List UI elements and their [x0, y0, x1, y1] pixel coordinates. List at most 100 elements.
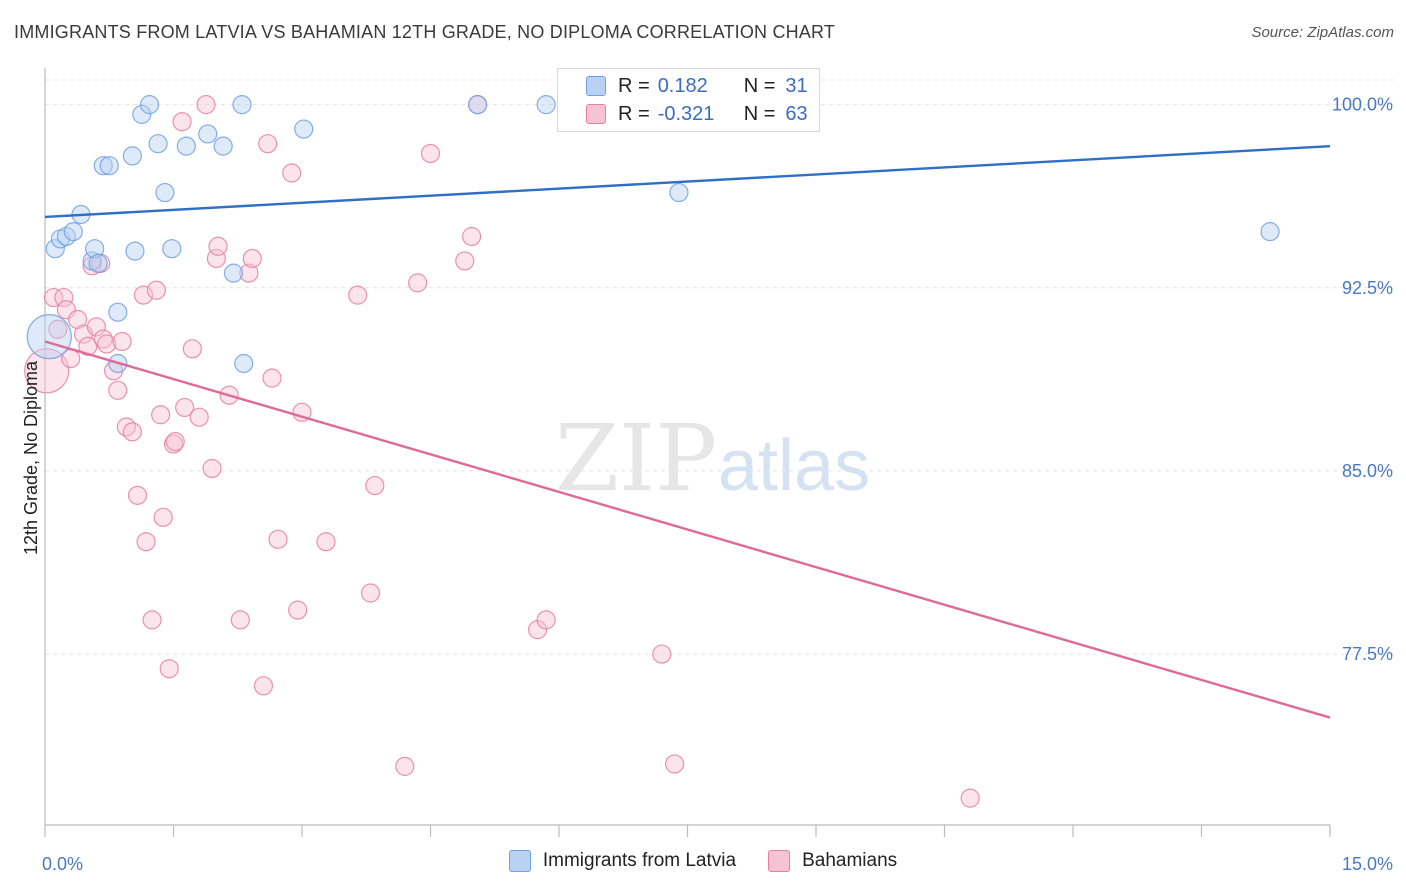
point-latvia [213, 136, 233, 156]
point-bahamians [258, 134, 278, 154]
legend-r-label: R = [618, 102, 650, 125]
point-latvia [294, 119, 314, 139]
y-tick-labels: 100.0% 92.5% 85.0% 77.5% [1332, 95, 1393, 664]
legend-r-value: 0.182 [657, 74, 708, 97]
point-bahamians [455, 251, 475, 271]
point-latvia [176, 136, 196, 156]
series-bahamians [24, 95, 980, 808]
point-latvia [99, 156, 119, 176]
point-bahamians [146, 280, 166, 300]
watermark-zip: ZIP [555, 405, 717, 512]
axes [44, 68, 1331, 837]
legend: R = 0.182 N = 31 R = -0.321 N = 63 [557, 68, 820, 132]
legend-item-bahamians[interactable]: Bahamians [768, 850, 897, 872]
point-latvia [232, 95, 252, 115]
point-bahamians [108, 380, 128, 400]
point-bahamians [536, 610, 556, 630]
point-bahamians [230, 610, 250, 630]
point-bahamians [202, 458, 222, 479]
point-latvia [45, 239, 65, 259]
point-bahamians [133, 285, 154, 305]
y-axis-title: 12th Grade, No Diploma [21, 360, 41, 555]
point-latvia [63, 222, 83, 242]
point-bahamians [196, 95, 216, 115]
y-tick-label: 77.5% [1342, 644, 1393, 664]
trend-line-bahamians [44, 340, 1331, 719]
legend-swatch-latvia [586, 76, 606, 96]
point-bahamians [151, 405, 171, 425]
point-bahamians [153, 507, 173, 527]
point-bahamians [86, 317, 107, 337]
point-latvia [155, 182, 175, 203]
x-tick-label: 15.0% [1342, 854, 1393, 874]
point-bahamians [127, 485, 148, 505]
watermark: ZIP atlas [555, 405, 870, 512]
legend-item-latvia[interactable]: Immigrants from Latvia [508, 850, 736, 872]
x-tick-label: 0.0% [42, 854, 83, 874]
point-bahamians [189, 407, 209, 427]
point-bahamians [665, 754, 685, 774]
point-bahamians [175, 397, 195, 418]
point-latvia [1260, 222, 1280, 242]
point-bahamians [24, 348, 70, 394]
point-bahamians [43, 287, 64, 308]
point-bahamians [112, 331, 132, 352]
point-bahamians [142, 610, 162, 630]
point-bahamians [288, 600, 308, 620]
point-latvia [122, 146, 142, 166]
point-latvia [26, 314, 72, 360]
point-bahamians [316, 532, 336, 552]
point-bahamians [208, 236, 228, 256]
trend-lines [44, 144, 1331, 719]
point-bahamians [652, 644, 672, 664]
point-latvia [234, 353, 254, 374]
point-latvia [162, 239, 182, 259]
series-legend: Immigrants from Latvia Bahamians [0, 850, 1406, 872]
legend-r-value: -0.321 [657, 102, 715, 125]
point-latvia [536, 95, 556, 115]
point-latvia [148, 134, 168, 154]
point-bahamians [136, 532, 156, 552]
legend-row-latvia: R = 0.182 N = 31 [558, 72, 808, 100]
y-tick-label: 92.5% [1342, 278, 1393, 298]
point-bahamians [48, 319, 68, 339]
legend-r-label: R = [618, 74, 650, 97]
legend-row-bahamians: R = -0.321 N = 63 [558, 100, 808, 128]
point-bahamians [97, 334, 117, 354]
legend-n-label: N = [743, 74, 776, 97]
point-bahamians [262, 368, 282, 388]
point-bahamians [395, 756, 415, 776]
point-bahamians [67, 309, 88, 330]
point-bahamians [348, 285, 368, 305]
point-latvia [223, 263, 244, 283]
point-bahamians [165, 432, 185, 452]
y-tick-label: 100.0% [1332, 95, 1393, 115]
point-bahamians [253, 676, 274, 696]
series-latvia [26, 95, 1280, 374]
point-bahamians [268, 529, 288, 549]
point-bahamians [360, 583, 381, 603]
source-label: Source: ZipAtlas.com [1251, 24, 1394, 41]
point-bahamians [78, 336, 98, 356]
point-latvia [108, 302, 128, 322]
legend-n-label: N = [743, 102, 776, 125]
point-bahamians [206, 248, 226, 269]
point-bahamians [122, 422, 142, 442]
x-tick-labels: 0.0% 15.0% [42, 854, 1393, 874]
point-latvia [93, 156, 113, 176]
point-bahamians [282, 163, 302, 183]
point-latvia [88, 253, 108, 273]
point-bahamians [960, 788, 980, 808]
point-bahamians [182, 339, 202, 359]
legend-label-bahamians: Bahamians [802, 850, 898, 871]
legend-swatch-bahamians [586, 104, 606, 124]
point-latvia [132, 104, 152, 124]
point-bahamians [242, 248, 262, 269]
legend-swatch-bahamians [768, 850, 791, 872]
point-latvia [198, 124, 218, 144]
trend-line-latvia [44, 144, 1331, 219]
point-bahamians [239, 263, 259, 283]
point-latvia [125, 241, 145, 261]
point-latvia [139, 95, 160, 115]
